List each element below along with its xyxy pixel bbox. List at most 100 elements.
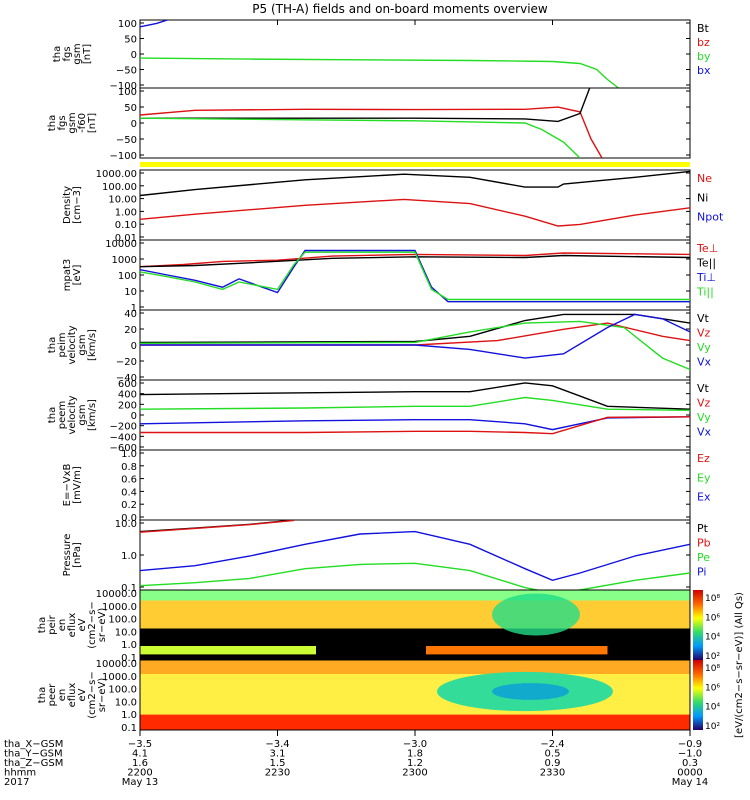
x-row-value: 2330 [540,768,565,779]
series-line-vy [140,320,690,371]
x-row-value: 1.6 [132,758,148,769]
y-axis-label-line: eflux [67,683,78,708]
series-line-vt [140,313,690,344]
series-line-ni [140,170,690,197]
x-row-value: 0000 [677,768,702,779]
series-line-vz [140,416,690,435]
y-axis-label: Density [cm−3] [62,186,83,224]
y-axis-label-line: [cm−3] [72,186,83,224]
x-row-value: −3.4 [265,739,289,750]
x-row-value: −1.0 [678,749,702,760]
x-row-value: 1.2 [407,758,423,769]
legend-entry: Vx [697,356,712,369]
colorbar-tick-label: 10² [705,722,720,732]
y-axis-label-line: tha [37,617,48,633]
y-tick-label: 1000.0 [102,672,137,683]
y-tick-label: −100 [110,81,137,92]
legend-entry: Pt [697,522,709,535]
y-axis-label-line: tha [47,407,58,423]
panel-frame [139,87,691,159]
panel-frame [139,379,691,451]
y-tick-label: 10 [124,287,137,298]
y-axis-label-line: eV [77,688,88,701]
y-axis-label-line: eflux [67,613,78,638]
legend-entry: Vx [697,426,712,439]
y-tick-label: 0 [131,411,137,422]
y-axis-label-line: tha [37,687,48,703]
spectrogram-band [426,646,608,655]
series-line-te [140,252,690,268]
y-tick-label: 50 [124,103,137,114]
y-axis-label-line: gsm [72,43,83,64]
colorbar-tick-label: 10⁶ [705,683,720,693]
y-axis-label: tha peer en eflux eV (cm2−s− sr−eV) [37,671,108,718]
y-tick-label: 20 [124,325,137,336]
series-line-bx [140,20,168,28]
y-axis-label-line: [nT] [82,44,93,64]
y-tick-label: 100 [118,87,137,98]
y-tick-label: 10000 [105,239,137,250]
y-tick-label: 1.0 [121,710,137,721]
spectrogram-band [140,660,690,674]
spectrogram-band [140,714,690,730]
y-axis-label-line: tha [52,46,63,62]
y-axis-label-line: (cm2−s− [87,601,98,648]
x-row-label: tha_Z−GSM [4,758,63,769]
series-line-black [140,88,591,123]
spectrogram-band [492,683,569,700]
colorbar-tick-label: 10² [705,652,720,662]
x-row-value: 2300 [402,768,427,779]
x-row-value: May 13 [122,777,159,788]
y-tick-label: 40 [124,309,137,320]
x-row-value: 2230 [265,768,290,779]
y-tick-label: 0.4 [121,487,137,498]
legend-entry: bz [697,36,710,49]
spectrogram-band [140,628,690,660]
y-axis-label-line: peem [57,401,68,429]
legend-entry: Vy [697,341,711,354]
legend-entry: by [697,50,711,63]
y-tick-label: 10000.0 [96,659,137,670]
x-row-value: 1.5 [270,758,286,769]
legend-entry: Vz [697,397,711,410]
series-line-vy [140,396,690,411]
spectrogram-band [140,590,690,601]
legend-entry: Ti|| [696,286,714,299]
y-tick-label: −600 [110,443,137,454]
y-tick-label: −200 [110,422,137,433]
series-line-vx [140,416,690,431]
legend-entry: Ey [697,471,711,484]
panel-frame [139,519,691,591]
legend-entry: Ex [697,491,711,504]
y-axis-label: tha peir en eflux eV (cm2−s− sr−eV) [37,601,108,648]
y-tick-label: 1.0 [121,449,137,460]
y-axis-label-line: -f60 [77,113,88,133]
y-tick-label: 10.0 [115,697,137,708]
y-tick-label: 1.0 [121,640,137,651]
series-line-vt [140,382,690,410]
y-tick-label: 0.10 [115,220,137,231]
series-line-pe [140,562,690,590]
y-tick-label: 10.0 [115,519,137,530]
y-axis-label-line: fgs [62,46,73,61]
y-tick-label: −40 [116,373,137,384]
spectrogram-band [140,646,316,655]
series-line-ne [140,198,690,227]
y-tick-label: 10.00 [108,195,137,206]
legend-entry: Vt [697,382,710,395]
legend-entry: Vz [697,327,711,340]
x-row-label: hhmm [4,768,36,779]
quality-flag-bar [140,162,690,167]
x-row-value: 0.3 [682,758,698,769]
y-tick-label: 0 [131,119,137,130]
legend-entry: bx [697,64,711,77]
series-line-pi [140,530,690,582]
x-row-value: −3.5 [128,739,152,750]
y-tick-label: −50 [116,66,137,77]
y-tick-label: 1.0 [121,551,137,562]
y-tick-label: 100.00 [102,182,137,193]
y-axis-label-line: tha [47,115,58,131]
y-tick-label: −100 [110,151,137,162]
legend-entry: Pi [697,566,706,579]
